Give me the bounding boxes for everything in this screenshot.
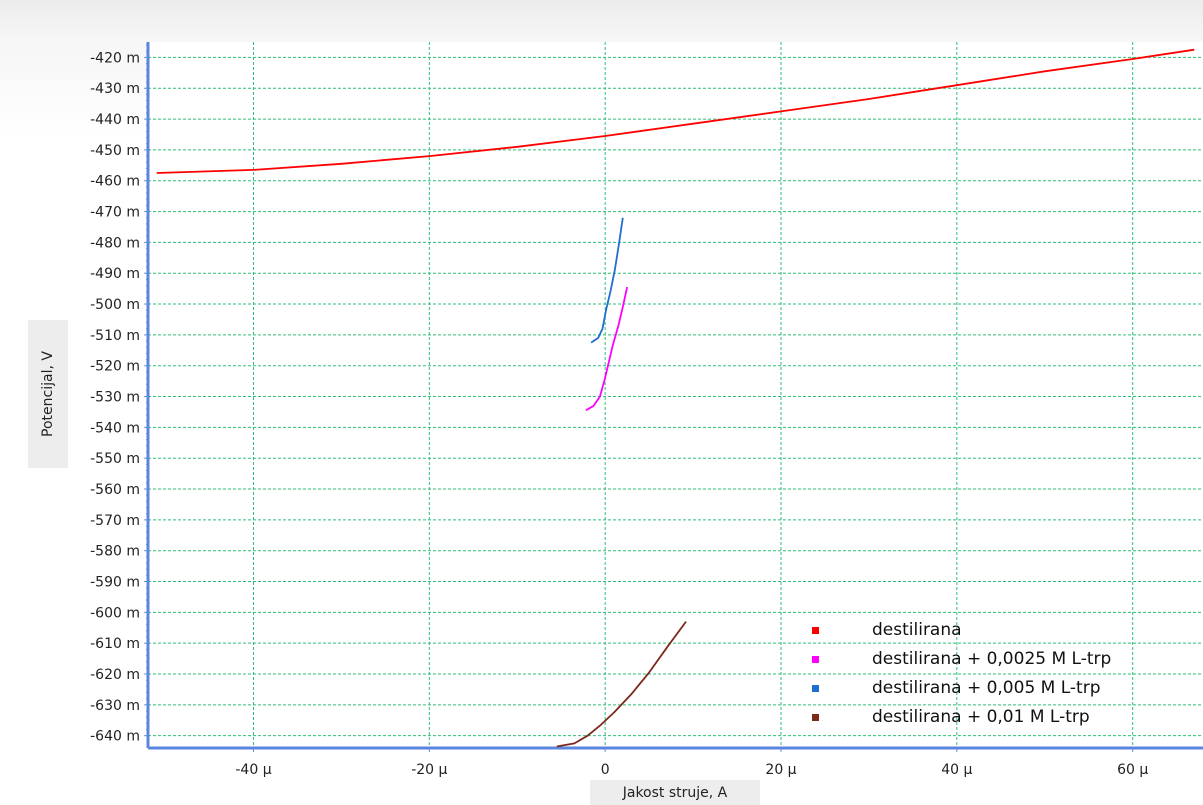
y-tick-label: -520 m (90, 359, 140, 375)
y-tick-label: -430 m (90, 81, 140, 97)
y-tick-label: -560 m (90, 482, 140, 498)
grid-layer (148, 42, 1203, 748)
x-tick-label: -20 µ (411, 762, 447, 778)
y-axis-label: Potencijal, V (40, 351, 56, 437)
y-tick-label: -530 m (90, 390, 140, 406)
y-tick-label: -420 m (90, 50, 140, 66)
legend-label: destilirana + 0,005 M L-trp (872, 678, 1101, 698)
y-tick-label: -490 m (90, 266, 140, 282)
y-tick-label: -620 m (90, 667, 140, 683)
legend-swatch (812, 714, 819, 721)
legend-swatch (812, 656, 819, 663)
series-layer (156, 48, 1195, 748)
y-tick-label: -570 m (90, 513, 140, 529)
legend-item: destilirana + 0,005 M L-trp (805, 675, 1165, 704)
legend-swatch (812, 627, 819, 634)
legend-item: destilirana + 0,01 M L-trp (805, 704, 1165, 733)
y-tick-label: -480 m (90, 235, 140, 251)
axis-layer: -420 m -430 m -440 m -450 m -460 m -470 m -480… (90, 42, 1203, 778)
plot-area (148, 42, 1203, 748)
legend-label: destilirana (872, 620, 962, 640)
x-axis-label-box (590, 780, 760, 805)
legend-item: destilirana + 0,0025 M L-trp (805, 646, 1165, 675)
y-tick-label: -630 m (90, 698, 140, 714)
x-tick-label: 0 (601, 762, 610, 778)
y-tick-label: -580 m (90, 544, 140, 560)
x-tick-label: 20 µ (765, 762, 796, 778)
y-axis-label-box (28, 320, 68, 468)
legend-swatch (812, 685, 819, 692)
y-tick-label: -500 m (90, 297, 140, 313)
y-tick-label: -460 m (90, 174, 140, 190)
legend: destilirana destilirana + 0,0025 M L-trp… (805, 617, 1165, 733)
y-tick-label: -600 m (90, 605, 140, 621)
y-tick-label: -610 m (90, 636, 140, 652)
y-tick-label: -590 m (90, 575, 140, 591)
series-line (556, 621, 687, 748)
series-line (585, 286, 628, 412)
x-tick-label: 40 µ (941, 762, 972, 778)
series-line (156, 48, 1195, 174)
y-tick-label: -550 m (90, 451, 140, 467)
legend-label: destilirana + 0,01 M L-trp (872, 707, 1090, 727)
y-tick-label: -640 m (90, 729, 140, 745)
x-tick-label: 60 µ (1117, 762, 1148, 778)
series-line (590, 217, 624, 344)
legend-label: destilirana + 0,0025 M L-trp (872, 649, 1112, 669)
y-tick-label: -510 m (90, 328, 140, 344)
y-tick-label: -440 m (90, 112, 140, 128)
y-tick-label: -470 m (90, 205, 140, 221)
x-axis-label: Jakost struje, A (622, 785, 728, 801)
x-tick-label: -40 µ (235, 762, 271, 778)
y-tick-label: -450 m (90, 143, 140, 159)
y-tick-label: -540 m (90, 420, 140, 436)
legend-item: destilirana (805, 617, 1165, 646)
